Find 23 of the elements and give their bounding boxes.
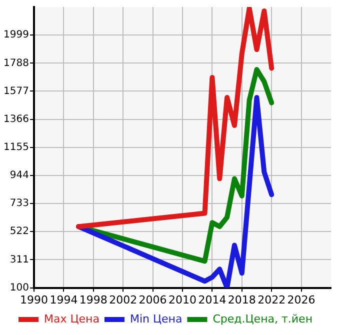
y-tick-label: 1155 xyxy=(4,142,29,153)
y-tick-label: 1577 xyxy=(4,86,29,97)
legend-label: Min Цена xyxy=(130,312,182,326)
x-tick-label: 2018 xyxy=(228,293,256,306)
y-tick-label: 1366 xyxy=(4,114,29,125)
y-tick-label: 522 xyxy=(10,226,29,238)
y-tick-label: 1788 xyxy=(4,58,29,69)
x-tick-label: 1998 xyxy=(79,293,108,306)
y-tick-label: 944 xyxy=(10,170,29,182)
legend-label: Сред.Цена, т.йен xyxy=(212,312,313,326)
x-tick-label: 2022 xyxy=(258,293,286,306)
x-tick-label: 2002 xyxy=(109,293,138,306)
y-tick-label: 311 xyxy=(10,254,29,266)
x-tick-label: 2006 xyxy=(138,293,167,306)
x-tick-label: 2014 xyxy=(198,293,226,306)
x-tick-label: 2010 xyxy=(168,293,196,306)
legend-label: Max Цена xyxy=(44,312,100,326)
y-tick-label: 1999 xyxy=(4,30,29,41)
x-tick-label: 1994 xyxy=(50,293,78,306)
x-tick-label: 2026 xyxy=(287,293,316,306)
x-tick-label: 1990 xyxy=(20,293,48,306)
y-tick-label: 100 xyxy=(10,282,29,294)
y-tick-label: 733 xyxy=(10,198,29,210)
